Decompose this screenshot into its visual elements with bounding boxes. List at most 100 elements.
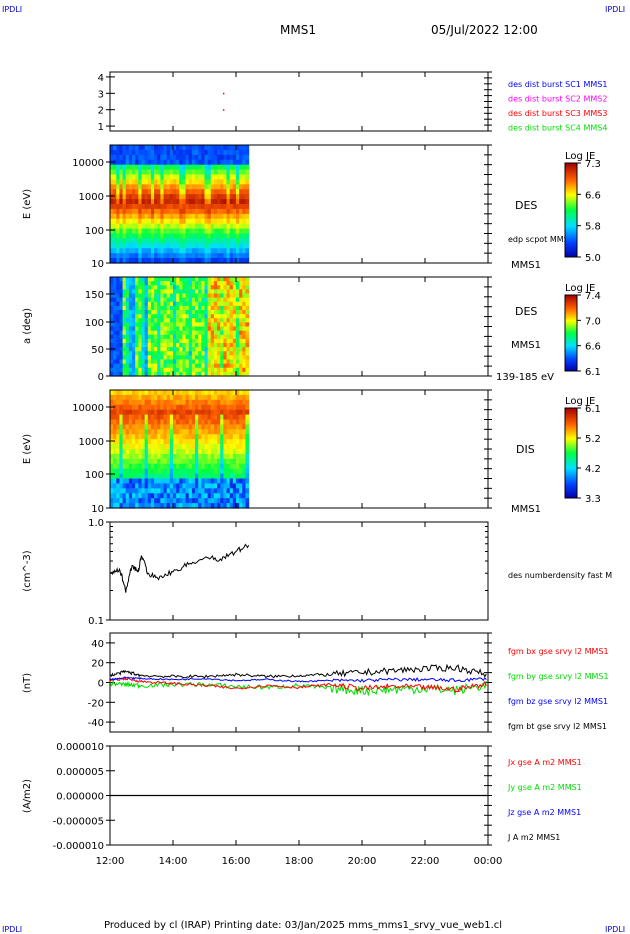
- spectrogram-cell: [191, 310, 196, 315]
- spectrogram-cell: [122, 449, 127, 455]
- spectrogram-cell: [110, 285, 114, 290]
- spectrogram-cell: [210, 338, 215, 344]
- spectrogram-cell: [226, 351, 231, 356]
- spectrogram-cell: [229, 243, 234, 249]
- spectrogram-cell: [188, 301, 193, 307]
- spectrogram-cell: [213, 233, 218, 240]
- spectrogram-cell: [166, 301, 171, 307]
- spectrogram-cell: [176, 483, 180, 489]
- y-tick-label: 0: [98, 679, 104, 690]
- spectrogram-cell: [201, 367, 206, 373]
- spectrogram-cell: [125, 281, 130, 286]
- spectrogram-cell: [160, 149, 165, 156]
- spectrogram-cell: [236, 297, 240, 303]
- spectrogram-cell: [213, 258, 218, 264]
- spectrogram-cell: [144, 439, 149, 445]
- spectrogram-cell: [154, 338, 158, 344]
- spectrogram-cell: [132, 253, 136, 259]
- spectrogram-cell: [163, 409, 168, 416]
- spectrogram-cell: [163, 363, 168, 369]
- spectrogram-cell: [217, 355, 221, 361]
- spectrogram-cell: [141, 338, 146, 344]
- spectrogram-cell: [245, 305, 250, 311]
- spectrogram-cell: [144, 363, 149, 369]
- spectrogram-cell: [154, 414, 158, 421]
- spectrogram-cell: [116, 149, 121, 156]
- spectrogram-cell: [236, 338, 240, 344]
- spectrogram-cell: [239, 414, 243, 421]
- spectrogram-cell: [204, 218, 209, 225]
- spectrogram-cell: [229, 326, 234, 332]
- spectrogram-cell: [198, 145, 202, 151]
- spectrogram-cell: [147, 394, 152, 401]
- spectrogram-cell: [232, 310, 237, 315]
- spectrogram-cell: [138, 204, 143, 210]
- spectrogram-cell: [157, 326, 161, 332]
- spectrogram-cell: [198, 228, 202, 235]
- spectrogram-cell: [166, 453, 171, 460]
- spectrogram-cell: [135, 159, 139, 166]
- spectrogram-cell: [188, 238, 193, 244]
- spectrogram-cell: [220, 371, 224, 377]
- spectrogram-cell: [135, 429, 139, 435]
- spectrogram-cell: [110, 149, 114, 156]
- spectrogram-cell: [229, 179, 234, 185]
- corner-label-top-right: IPDLI: [605, 5, 625, 14]
- spectrogram-cell: [207, 493, 212, 499]
- spectrogram-cell: [201, 253, 206, 259]
- spectrogram-cell: [157, 318, 161, 323]
- spectrogram-cell: [163, 285, 168, 290]
- spectrogram-cell: [226, 434, 231, 440]
- spectrogram-cell: [157, 414, 161, 421]
- spectrogram-cell: [245, 169, 250, 176]
- spectrogram-cell: [147, 330, 152, 336]
- spectrogram-cell: [147, 223, 152, 230]
- spectrogram-cell: [213, 439, 218, 445]
- spectrogram-cell: [116, 277, 121, 282]
- spectrogram-cell: [169, 404, 174, 411]
- spectrogram-cell: [141, 419, 146, 426]
- spectrogram-cell: [116, 488, 121, 494]
- spectrogram-cell: [236, 488, 240, 494]
- spectrogram-cell: [220, 318, 224, 323]
- spectrogram-cell: [198, 439, 202, 445]
- magnetic-series-line: [109, 663, 487, 679]
- spectrogram-cell: [110, 458, 114, 465]
- spectrogram-cell: [128, 444, 133, 450]
- spectrogram-cell: [116, 204, 121, 210]
- spectrogram-cell: [226, 233, 231, 240]
- spectrogram-cell: [138, 334, 143, 340]
- spectrogram-cell: [182, 355, 187, 361]
- spectrogram-cell: [128, 439, 133, 445]
- spectrogram-cell: [217, 184, 221, 190]
- spectrogram-cell: [226, 310, 231, 315]
- spectrogram-cell: [239, 473, 243, 480]
- spectrogram-cell: [239, 228, 243, 235]
- spectrogram-cell: [160, 498, 165, 504]
- spectrogram-cell: [191, 305, 196, 311]
- spectrogram-cell: [239, 310, 243, 315]
- spectrogram-cell: [163, 322, 168, 328]
- spectrogram-cell: [236, 439, 240, 445]
- spectrogram-cell: [113, 449, 117, 455]
- spectrogram-cell: [135, 149, 139, 156]
- spectrogram-cell: [182, 473, 187, 480]
- spectrogram-cell: [122, 419, 127, 426]
- spectrogram-cell: [179, 478, 184, 485]
- spectrogram-cell: [141, 498, 146, 504]
- spectrogram-cell: [110, 468, 114, 475]
- spectrogram-cell: [122, 424, 127, 430]
- spectrogram-cell: [179, 449, 184, 455]
- spectrogram-cell: [239, 347, 243, 352]
- spectrogram-cell: [119, 483, 124, 489]
- spectrogram-cell: [160, 326, 165, 332]
- spectrogram-cell: [198, 429, 202, 435]
- spectrogram-cell: [185, 463, 190, 470]
- spectrogram-cell: [207, 351, 212, 356]
- spectrogram-cell: [141, 434, 146, 440]
- spectrogram-cell: [201, 243, 206, 249]
- spectrogram-cell: [135, 189, 139, 195]
- spectrogram-cell: [150, 223, 155, 230]
- spectrogram-cell: [223, 429, 228, 435]
- spectrogram-cell: [122, 145, 127, 151]
